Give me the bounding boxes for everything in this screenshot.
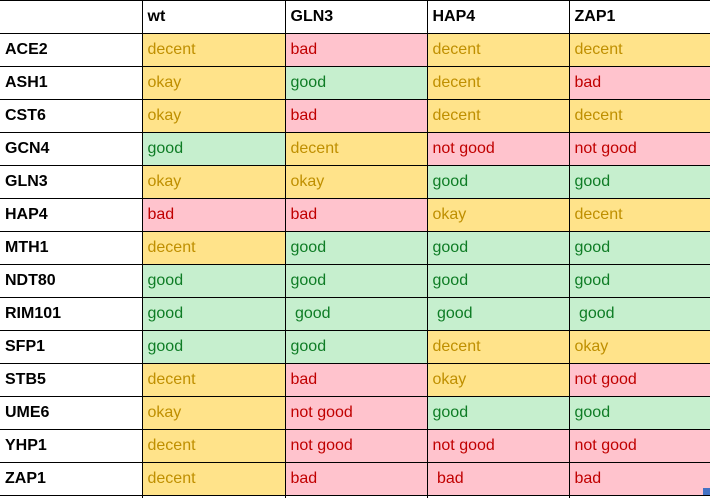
cell-ume6-gln3[interactable]: not good	[284, 396, 428, 430]
row-header-ndt80[interactable]: NDT80	[0, 264, 143, 298]
cell-sfp1-gln3[interactable]: good	[284, 330, 428, 364]
table-body: ACE2 decent bad decent decent ASH1 okay good dec…	[0, 33, 710, 496]
cell-gcn4-gln3[interactable]: decent	[284, 132, 428, 166]
cell-yhp1-gln3[interactable]: not good	[284, 429, 428, 463]
row-header-gln3[interactable]: GLN3	[0, 165, 143, 199]
cell-yhp1-hap4[interactable]: not good	[426, 429, 570, 463]
cell-gln3-gln3[interactable]: okay	[284, 165, 428, 199]
cell-ace2-zap1[interactable]: decent	[568, 33, 710, 67]
table-row: UME6 okay not good good good	[0, 396, 710, 430]
cell-gcn4-wt[interactable]: good	[141, 132, 286, 166]
row-header-yhp1[interactable]: YHP1	[0, 429, 143, 463]
table-row: YHP1 decent not good not good not good	[0, 429, 710, 463]
cell-rim101-hap4[interactable]: good	[426, 297, 570, 331]
cell-gln3-hap4[interactable]: good	[426, 165, 570, 199]
cell-hap4-gln3[interactable]: bad	[284, 198, 428, 232]
cell-stb5-zap1[interactable]: not good	[568, 363, 710, 397]
cell-mth1-zap1[interactable]: good	[568, 231, 710, 265]
cell-ash1-hap4[interactable]: decent	[426, 66, 570, 100]
cell-rim101-zap1[interactable]: good	[568, 297, 710, 331]
cell-mth1-wt[interactable]: decent	[141, 231, 286, 265]
cell-mth1-hap4[interactable]: good	[426, 231, 570, 265]
cell-cst6-hap4[interactable]: decent	[426, 99, 570, 133]
column-header-zap1[interactable]: ZAP1	[568, 0, 710, 34]
cell-mth1-gln3[interactable]: good	[284, 231, 428, 265]
cell-hap4-hap4[interactable]: okay	[426, 198, 570, 232]
column-header-gln3[interactable]: GLN3	[284, 0, 428, 34]
cell-ace2-hap4[interactable]: decent	[426, 33, 570, 67]
row-header-rim101[interactable]: RIM101	[0, 297, 143, 331]
cell-hap4-wt[interactable]: bad	[141, 198, 286, 232]
cell-zap1-wt[interactable]: decent	[141, 462, 286, 496]
table-row: NDT80 good good good good	[0, 264, 710, 298]
cell-ume6-hap4[interactable]: good	[426, 396, 570, 430]
row-header-stb5[interactable]: STB5	[0, 363, 143, 397]
cell-ash1-wt[interactable]: okay	[141, 66, 286, 100]
cell-hap4-zap1[interactable]: decent	[568, 198, 710, 232]
table-row: HAP4 bad bad okay decent	[0, 198, 710, 232]
cell-stb5-hap4[interactable]: okay	[426, 363, 570, 397]
table-row: ASH1 okay good decent bad	[0, 66, 710, 100]
cell-ume6-wt[interactable]: okay	[141, 396, 286, 430]
table-row: ACE2 decent bad decent decent	[0, 33, 710, 67]
table-row: GLN3 okay okay good good	[0, 165, 710, 199]
cell-yhp1-zap1[interactable]: not good	[568, 429, 710, 463]
cell-gcn4-hap4[interactable]: not good	[426, 132, 570, 166]
row-header-zap1[interactable]: ZAP1	[0, 462, 143, 496]
cell-ash1-zap1[interactable]: bad	[568, 66, 710, 100]
cell-ace2-gln3[interactable]: bad	[284, 33, 428, 67]
cell-zap1-zap1[interactable]: bad	[568, 462, 710, 496]
cell-stb5-gln3[interactable]: bad	[284, 363, 428, 397]
row-header-ash1[interactable]: ASH1	[0, 66, 143, 100]
cell-ace2-wt[interactable]: decent	[141, 33, 286, 67]
table-row: STB5 decent bad okay not good	[0, 363, 710, 397]
table-row: CST6 okay bad decent decent	[0, 99, 710, 133]
table-row: RIM101 good good good good	[0, 297, 710, 331]
cell-cst6-zap1[interactable]: decent	[568, 99, 710, 133]
row-header-sfp1[interactable]: SFP1	[0, 330, 143, 364]
cell-gcn4-zap1[interactable]: not good	[568, 132, 710, 166]
table-row: SFP1 good good decent okay	[0, 330, 710, 364]
column-header-hap4[interactable]: HAP4	[426, 0, 570, 34]
table-row: GCN4 good decent not good not good	[0, 132, 710, 166]
cell-ndt80-hap4[interactable]: good	[426, 264, 570, 298]
row-header-ace2[interactable]: ACE2	[0, 33, 143, 67]
row-header-cst6[interactable]: CST6	[0, 99, 143, 133]
cell-sfp1-zap1[interactable]: okay	[568, 330, 710, 364]
cell-cst6-wt[interactable]: okay	[141, 99, 286, 133]
cell-ume6-zap1[interactable]: good	[568, 396, 710, 430]
column-header-wt[interactable]: wt	[141, 0, 286, 34]
cell-stb5-wt[interactable]: decent	[141, 363, 286, 397]
row-header-mth1[interactable]: MTH1	[0, 231, 143, 265]
partial-next-row	[0, 495, 710, 498]
table-row: ZAP1 decent bad bad bad	[0, 462, 710, 496]
cell-zap1-gln3[interactable]: bad	[284, 462, 428, 496]
cell-ndt80-wt[interactable]: good	[141, 264, 286, 298]
selection-fill-handle[interactable]	[703, 488, 710, 495]
cell-ash1-gln3[interactable]: good	[284, 66, 428, 100]
header-row: wt GLN3 HAP4 ZAP1	[0, 0, 710, 34]
cell-rim101-gln3[interactable]: good	[284, 297, 428, 331]
corner-cell[interactable]	[0, 0, 143, 34]
cell-zap1-hap4[interactable]: bad	[426, 462, 570, 496]
row-header-gcn4[interactable]: GCN4	[0, 132, 143, 166]
cell-sfp1-hap4[interactable]: decent	[426, 330, 570, 364]
row-header-ume6[interactable]: UME6	[0, 396, 143, 430]
cell-ndt80-zap1[interactable]: good	[568, 264, 710, 298]
cell-ndt80-gln3[interactable]: good	[284, 264, 428, 298]
row-header-hap4[interactable]: HAP4	[0, 198, 143, 232]
cell-cst6-gln3[interactable]: bad	[284, 99, 428, 133]
cell-gln3-zap1[interactable]: good	[568, 165, 710, 199]
cell-gln3-wt[interactable]: okay	[141, 165, 286, 199]
cell-rim101-wt[interactable]: good	[141, 297, 286, 331]
cell-sfp1-wt[interactable]: good	[141, 330, 286, 364]
cell-yhp1-wt[interactable]: decent	[141, 429, 286, 463]
table-row: MTH1 decent good good good	[0, 231, 710, 265]
